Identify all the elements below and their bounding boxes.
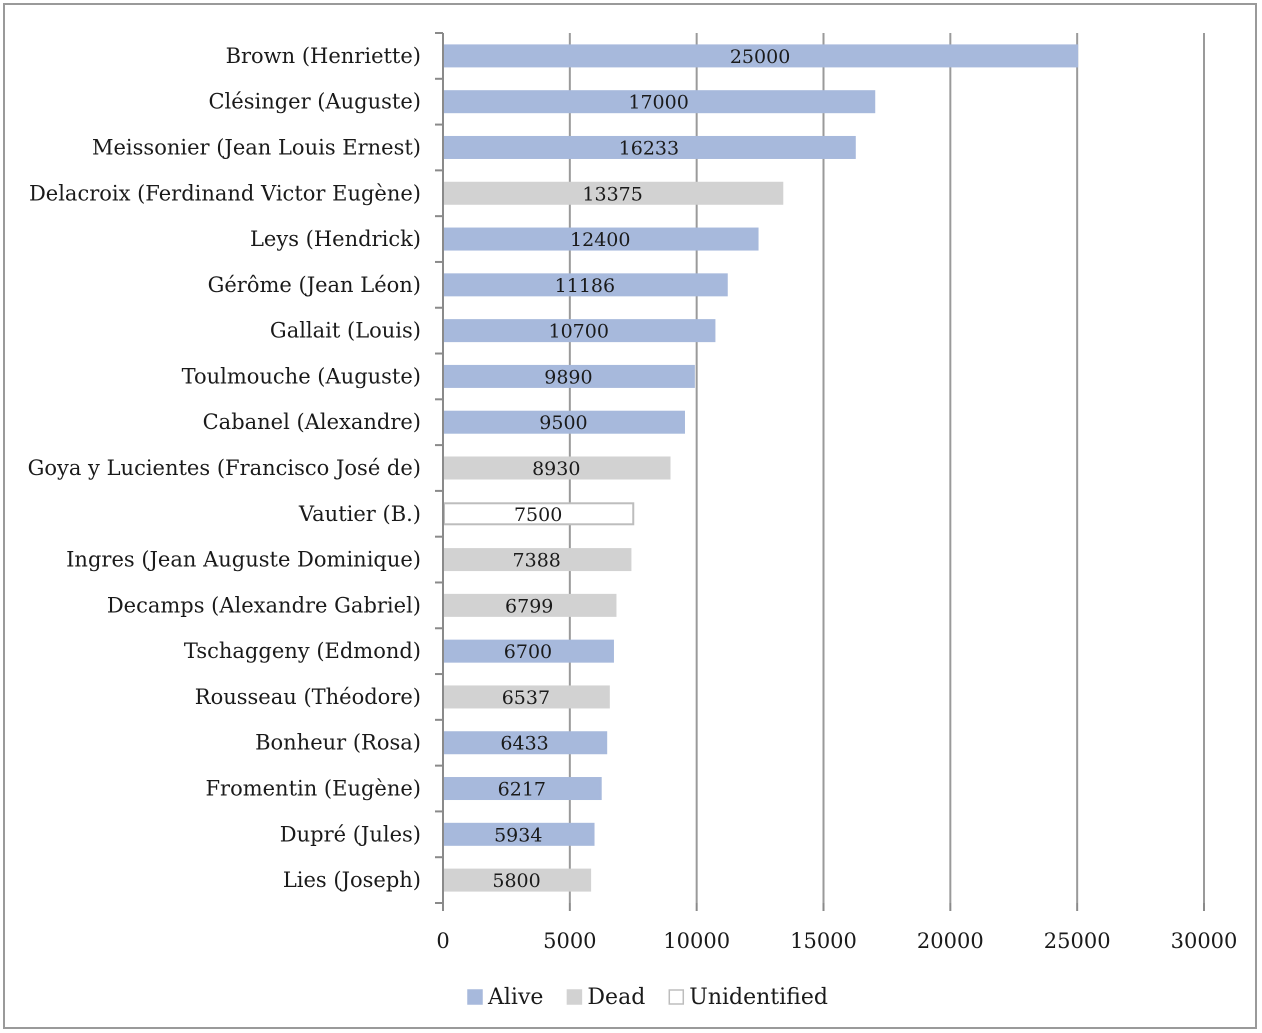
legend-label: Unidentified: [689, 985, 828, 1010]
data-label: 5800: [492, 870, 540, 892]
data-label: 6433: [500, 733, 548, 755]
category-label: Lies (Joseph): [283, 868, 421, 892]
category-label: Goya y Lucientes (Francisco José de): [28, 456, 421, 480]
category-label: Gérôme (Jean Léon): [208, 273, 421, 297]
category-label: Decamps (Alexandre Gabriel): [107, 593, 421, 617]
category-label: Toulmouche (Auguste): [182, 364, 421, 388]
legend-label: Dead: [587, 985, 645, 1010]
data-label: 6700: [504, 641, 552, 663]
category-label: Fromentin (Eugène): [205, 777, 421, 801]
category-label: Bonheur (Rosa): [255, 731, 421, 755]
data-label: 8930: [532, 458, 580, 480]
gridlines: [568, 33, 1205, 903]
legend: Alive Dead Unidentified: [467, 985, 828, 1010]
x-tick-label: 25000: [1044, 929, 1111, 953]
legend-swatch: [566, 989, 583, 1005]
data-label: 5934: [494, 824, 542, 846]
data-label: 6799: [505, 595, 553, 617]
legend-swatch: [467, 989, 483, 1005]
category-label: Dupré (Jules): [280, 822, 421, 846]
category-label: Vautier (B.): [298, 502, 421, 526]
data-label: 11186: [555, 275, 615, 297]
category-label: Tschaggeny (Edmond): [184, 639, 421, 663]
data-label: 7388: [513, 550, 561, 572]
labels: 0 5000 10000 15000 20000 25000 30000 Brown (Hen…: [28, 44, 1238, 953]
legend-swatch: [668, 989, 685, 1005]
x-tick-label: 15000: [790, 929, 857, 953]
data-label: 9500: [539, 412, 587, 434]
category-label: Brown (Henriette): [226, 44, 421, 68]
data-label: 25000: [730, 46, 790, 68]
data-label: 16233: [619, 137, 679, 159]
category-label: Ingres (Jean Auguste Dominique): [66, 548, 421, 572]
data-label: 9890: [544, 366, 592, 388]
data-label: 6537: [502, 687, 550, 709]
data-label: 6217: [498, 779, 546, 801]
bars: [443, 44, 1079, 892]
data-label: 17000: [628, 92, 688, 114]
category-label: Meissonier (Jean Louis Ernest): [92, 135, 421, 159]
data-label: 13375: [582, 183, 642, 205]
data-label: 12400: [570, 229, 630, 251]
x-tick-label: 0: [436, 929, 449, 953]
category-label: Rousseau (Théodore): [195, 685, 421, 709]
data-label: 10700: [548, 321, 608, 343]
category-label: Delacroix (Ferdinand Victor Eugène): [29, 181, 421, 205]
axes: [435, 32, 1205, 911]
category-label: Leys (Hendrick): [250, 227, 421, 251]
x-tick-label: 30000: [1171, 929, 1238, 953]
category-label: Clésinger (Auguste): [208, 90, 421, 114]
data-label: 7500: [514, 504, 562, 526]
category-label: Gallait (Louis): [270, 319, 421, 343]
x-tick-label: 5000: [543, 929, 596, 953]
x-tick-label: 10000: [663, 929, 730, 953]
x-tick-label: 20000: [917, 929, 984, 953]
legend-label: Alive: [487, 985, 543, 1010]
category-label: Cabanel (Alexandre): [203, 410, 421, 434]
